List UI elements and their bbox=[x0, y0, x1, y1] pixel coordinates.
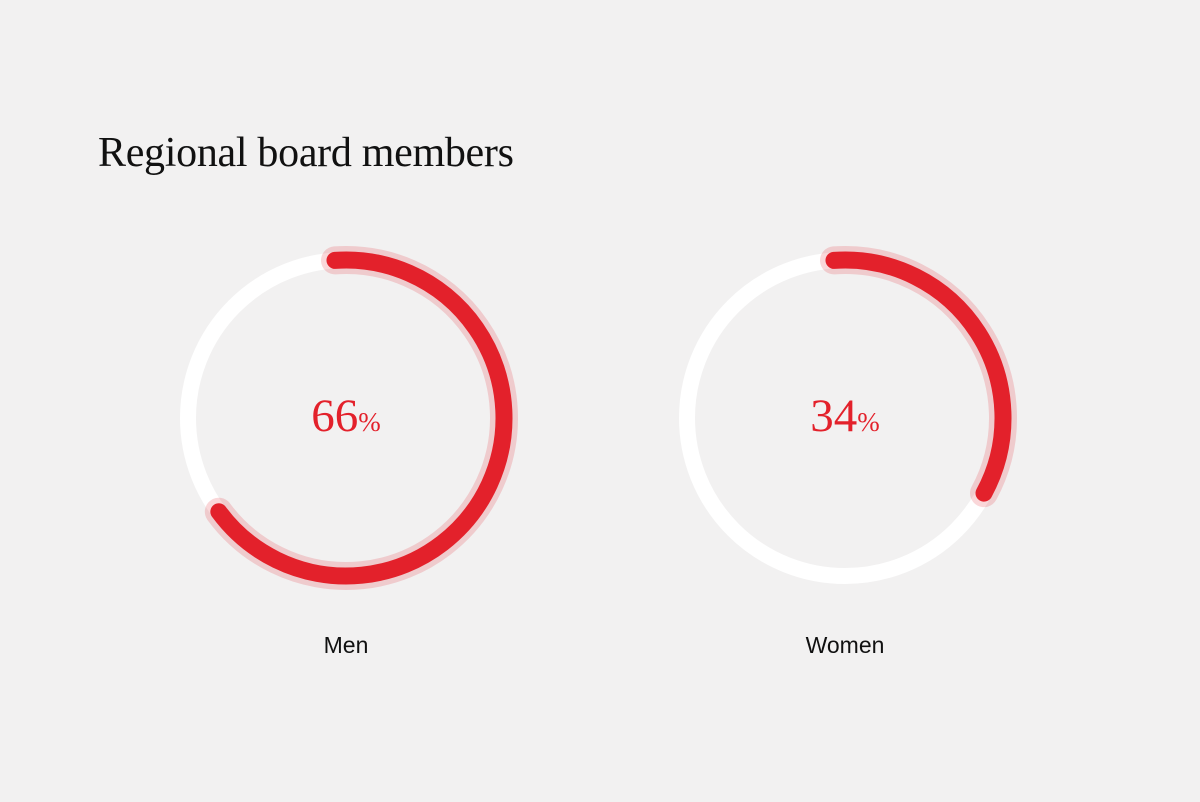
women-label: Women bbox=[805, 632, 885, 658]
women-arc-glow bbox=[819, 246, 1017, 508]
women-percent-value: 34 bbox=[810, 390, 858, 442]
men-percent-value: 66 bbox=[311, 390, 359, 442]
women-ring-chart: 34% bbox=[667, 240, 1023, 596]
men-ring-chart: 66% bbox=[168, 240, 524, 596]
men-label: Men bbox=[323, 632, 369, 658]
page-title: Regional board members bbox=[98, 130, 514, 176]
women-ring-svg bbox=[679, 246, 1017, 584]
women-percent-readout: 34% bbox=[667, 388, 1023, 455]
women-percent-unit: % bbox=[857, 407, 880, 437]
men-percent-readout: 66% bbox=[168, 388, 524, 455]
men-percent-unit: % bbox=[358, 407, 381, 437]
men-progress-arc bbox=[210, 251, 513, 585]
women-progress-arc bbox=[825, 251, 1012, 502]
men-ring-svg bbox=[180, 246, 518, 590]
